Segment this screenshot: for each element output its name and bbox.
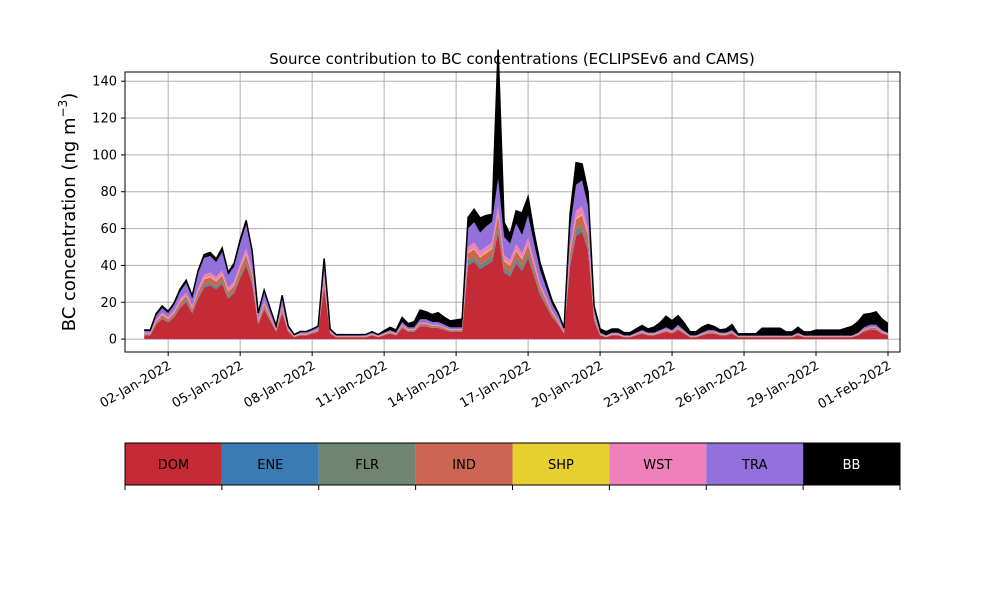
x-tick-label: 14-Jan-2022 — [386, 358, 463, 411]
legend-swatch-tra — [706, 443, 804, 485]
y-tick-label: 0 — [109, 333, 117, 348]
plot-frame — [124, 71, 901, 353]
x-tick-label: 11-Jan-2022 — [314, 358, 391, 411]
legend-swatch-dom — [125, 443, 222, 485]
legend-swatch-ind — [415, 443, 513, 485]
total-line — [144, 49, 889, 336]
y-axis-label: BC concentration (ng m−3) — [56, 93, 80, 332]
y-tick-label: 40 — [100, 259, 117, 274]
legend-swatch-flr — [318, 443, 416, 485]
total-outline — [144, 49, 889, 336]
legend-label: SHP — [548, 458, 574, 473]
stacked-areas — [144, 49, 888, 340]
legend-label: ENE — [257, 458, 283, 473]
y-tick-label: 80 — [100, 185, 117, 200]
y-tick-label: 20 — [100, 296, 117, 311]
legend-swatch-ene — [221, 443, 319, 485]
x-tick-label: 29-Jan-2022 — [745, 358, 822, 411]
x-tick-label: 01-Feb-2022 — [815, 358, 894, 412]
y-tick-label: 120 — [92, 112, 117, 127]
x-tick-label: 23-Jan-2022 — [601, 358, 678, 411]
y-axis: 0 20 40 60 80 100 120 140 — [92, 75, 125, 348]
x-tick-label: 17-Jan-2022 — [458, 358, 535, 411]
y-tick-label: 100 — [92, 148, 117, 163]
legend-label: BB — [843, 458, 861, 473]
legend-swatch-shp — [512, 443, 610, 485]
x-tick-label: 05-Jan-2022 — [170, 358, 247, 411]
area-dom — [144, 232, 888, 340]
x-tick-label: 20-Jan-2022 — [529, 358, 606, 411]
chart-title: Source contribution to BC concentrations… — [269, 50, 754, 68]
legend-label: TRA — [741, 458, 767, 473]
x-tick-label: 02-Jan-2022 — [98, 358, 175, 411]
legend-label: DOM — [158, 458, 189, 473]
x-tick-label: 08-Jan-2022 — [242, 358, 319, 411]
y-tick-label: 60 — [100, 222, 117, 237]
legend-label: FLR — [355, 458, 379, 473]
legend-label: IND — [452, 458, 476, 473]
legend-swatch-bb — [803, 443, 900, 485]
y-tick-label: 140 — [92, 75, 117, 90]
x-tick-label: 26-Jan-2022 — [673, 358, 750, 411]
x-axis: 02-Jan-202205-Jan-202208-Jan-202211-Jan-… — [98, 352, 894, 412]
legend-label: WST — [643, 458, 672, 473]
legend-swatch-wst — [609, 443, 707, 485]
colorbar-legend: DOM ENE FLR IND SHP WST TRA BB — [124, 442, 901, 490]
